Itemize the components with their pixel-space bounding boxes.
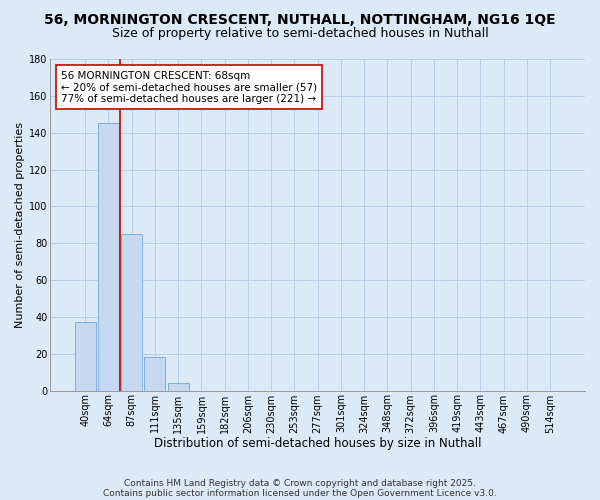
Y-axis label: Number of semi-detached properties: Number of semi-detached properties: [15, 122, 25, 328]
Text: Contains public sector information licensed under the Open Government Licence v3: Contains public sector information licen…: [103, 488, 497, 498]
Bar: [145, 358, 166, 390]
Bar: [168, 383, 188, 390]
Text: 56 MORNINGTON CRESCENT: 68sqm
← 20% of semi-detached houses are smaller (57)
77%: 56 MORNINGTON CRESCENT: 68sqm ← 20% of s…: [61, 70, 317, 104]
Text: Contains HM Land Registry data © Crown copyright and database right 2025.: Contains HM Land Registry data © Crown c…: [124, 478, 476, 488]
Bar: [75, 322, 95, 390]
Bar: [98, 124, 119, 390]
Text: 56, MORNINGTON CRESCENT, NUTHALL, NOTTINGHAM, NG16 1QE: 56, MORNINGTON CRESCENT, NUTHALL, NOTTIN…: [44, 12, 556, 26]
Bar: [121, 234, 142, 390]
Text: Size of property relative to semi-detached houses in Nuthall: Size of property relative to semi-detach…: [112, 28, 488, 40]
X-axis label: Distribution of semi-detached houses by size in Nuthall: Distribution of semi-detached houses by …: [154, 437, 481, 450]
